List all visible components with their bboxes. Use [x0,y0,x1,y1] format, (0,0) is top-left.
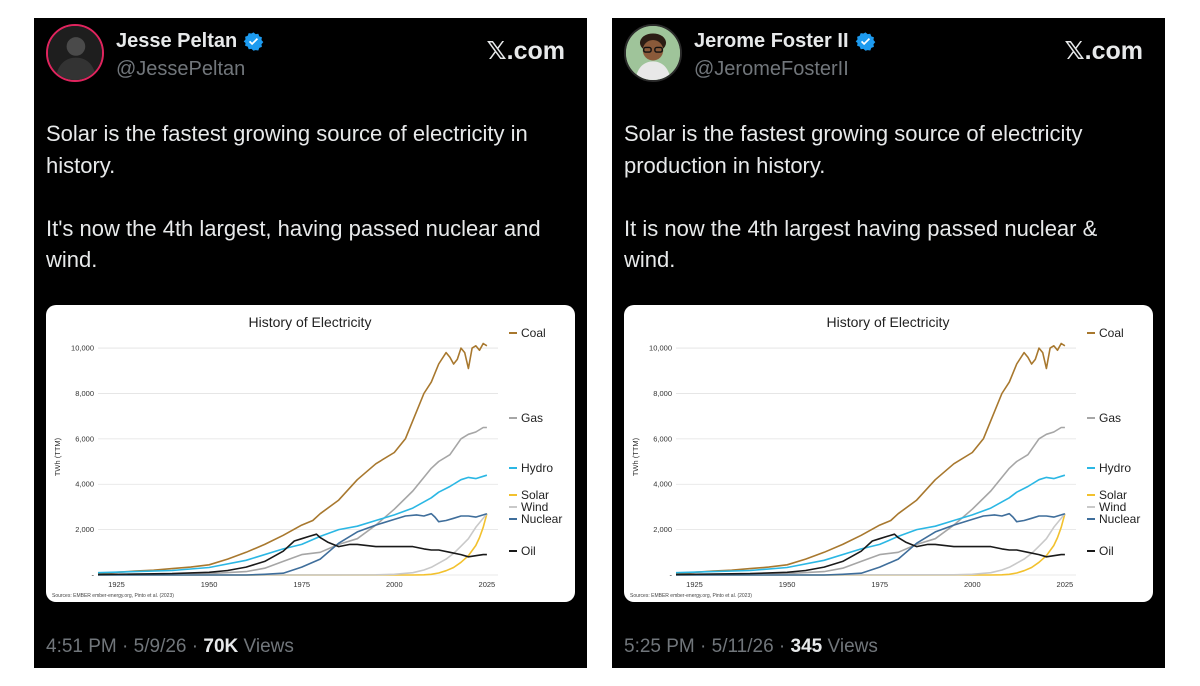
chart-source: Sources: EMBER ember-energy.org, Pinto e… [630,593,752,599]
tweet-text: Solar is the fastest growing source of e… [46,121,541,272]
y-tick-label: 8,000 [75,389,94,398]
legend-label-hydro: Hydro [521,461,553,475]
y-tick-label: - [92,571,95,580]
chart-title: History of Electricity [249,314,372,330]
legend-label-wind: Wind [1099,500,1126,514]
author-handle[interactable]: @JessePeltan [116,58,246,80]
legend-label-wind: Wind [521,500,548,514]
series-line-coal [97,342,488,575]
legend-label-solar: Solar [521,488,549,502]
y-tick-label: - [670,571,673,580]
tweet-footer: 4:51 PM · 5/9/26 · 70K Views [46,636,294,657]
series-line-solar [676,513,1066,576]
chart-title: History of Electricity [827,314,950,330]
tweet-date[interactable]: 5/9/26 [133,636,187,657]
electricity-chart: History of Electricity - 2,000 4,000 6,000 8,… [52,314,562,599]
tweet-date[interactable]: 5/11/26 [711,636,774,657]
legend-label-oil: Oil [521,544,536,558]
legend-label-oil: Oil [1099,544,1114,558]
series-line-hydro [675,474,1066,574]
x-logo[interactable]: 𝕏.com [1064,37,1144,65]
views-label: Views [243,636,294,657]
y-tick-label: 4,000 [75,480,94,489]
y-tick-label: 4,000 [653,480,672,489]
series-line-gas [675,426,1065,576]
x-tick-label: 2000 [386,580,403,589]
x-tick-label: 1950 [201,580,218,589]
avatar-photo [48,26,102,80]
x-tick-label: 2025 [479,580,496,589]
verified-badge-icon [243,32,264,51]
y-tick-label: 8,000 [653,389,672,398]
y-axis-label: TWh (TTM) [53,437,62,476]
y-tick-label: 6,000 [75,434,94,443]
tweet-time[interactable]: 4:51 PM [46,636,117,657]
series-line-oil [675,533,1065,576]
y-axis-label: TWh (TTM) [631,437,640,476]
series-line-solar [98,513,488,576]
chart-image[interactable]: History of Electricity - 2,000 4,000 6,000 8,… [624,305,1153,602]
legend-label-nuclear: Nuclear [521,512,562,526]
x-tick-label: 2000 [964,580,981,589]
x-tick-label: 1975 [293,580,310,589]
avatar-photo [626,26,680,80]
tweet-text: Solar is the fastest growing source of e… [624,121,1098,272]
legend-label-hydro: Hydro [1099,461,1131,475]
tweet-footer: 5:25 PM · 5/11/26 · 345 Views [624,636,878,657]
legend-label-gas: Gas [1099,411,1121,425]
author-row: Jerome Foster II [694,30,876,53]
legend-label-coal: Coal [521,326,546,340]
x-tick-label: 1975 [871,580,888,589]
legend-label-nuclear: Nuclear [1099,512,1140,526]
y-tick-label: 10,000 [71,344,94,353]
views-count: 345 [790,636,823,657]
views-count: 70K [203,636,239,657]
verified-badge-icon [855,32,875,51]
electricity-chart: History of Electricity - 2,000 4,000 6,000 8,… [630,314,1140,599]
y-tick-label: 10,000 [649,344,672,353]
y-tick-label: 6,000 [653,434,672,443]
tweet-time[interactable]: 5:25 PM [624,636,695,657]
series-line-coal [675,342,1066,575]
tweet-card[interactable]: Jerome Foster II @JeromeFosterII 𝕏.com S… [612,18,1165,668]
x-tick-label: 2025 [1057,580,1074,589]
series-line-hydro [97,474,488,574]
avatar[interactable] [46,24,104,82]
legend-label-gas: Gas [521,411,543,425]
tweet-card[interactable]: Jesse Peltan @JessePeltan 𝕏.com Solar is… [34,18,587,668]
y-tick-label: 2,000 [653,525,672,534]
views-label: Views [827,636,878,657]
x-logo[interactable]: 𝕏.com [486,37,566,65]
legend-label-solar: Solar [1099,488,1127,502]
author-name[interactable]: Jerome Foster II [694,30,849,52]
author-name[interactable]: Jesse Peltan [116,30,238,52]
series-line-nuclear [676,512,1066,576]
legend-label-coal: Coal [1099,326,1124,340]
author-row: Jesse Peltan [116,30,264,53]
series-line-gas [97,426,487,576]
x-tick-label: 1950 [779,580,796,589]
x-tick-label: 1925 [108,580,125,589]
series-line-wind [97,513,488,576]
series-line-nuclear [98,512,488,576]
avatar[interactable] [624,24,682,82]
chart-source: Sources: EMBER ember-energy.org, Pinto e… [52,593,174,599]
x-tick-label: 1925 [686,580,703,589]
chart-image[interactable]: History of Electricity - 2,000 4,000 6,000 8,… [46,305,575,602]
series-line-wind [675,513,1066,576]
series-line-oil [97,533,487,576]
author-handle[interactable]: @JeromeFosterII [694,58,849,80]
y-tick-label: 2,000 [75,525,94,534]
